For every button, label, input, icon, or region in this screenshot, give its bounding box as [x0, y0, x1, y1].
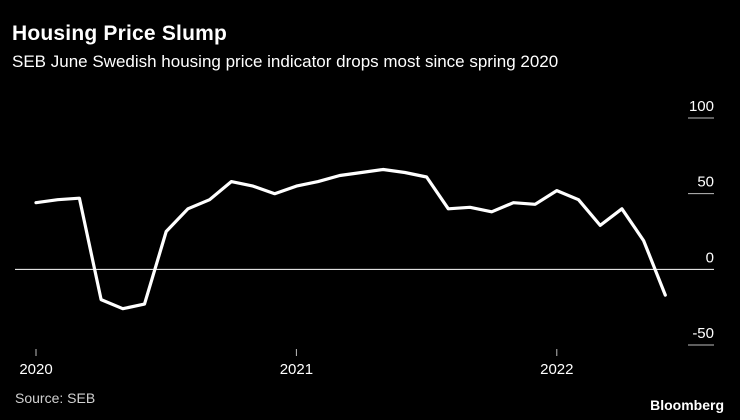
x-tick-label: 2022	[540, 361, 573, 378]
bloomberg-logo: Bloomberg	[650, 397, 724, 413]
source-note: Source: SEB	[15, 390, 96, 406]
y-axis: 100 50 0 -50	[688, 98, 714, 346]
chart-title: Housing Price Slump	[12, 22, 227, 45]
y-tick-label: -50	[692, 325, 714, 342]
y-tick-label: 0	[706, 249, 714, 266]
y-tick-label: 100	[689, 98, 714, 115]
y-tick-label: 50	[697, 174, 714, 191]
x-tick-label: 2021	[280, 361, 313, 378]
x-tick-label: 2020	[19, 361, 52, 378]
series-line	[34, 167, 667, 311]
x-axis: 2020 2021 2022	[19, 349, 573, 378]
chart-subtitle: SEB June Swedish housing price indicator…	[12, 52, 559, 71]
